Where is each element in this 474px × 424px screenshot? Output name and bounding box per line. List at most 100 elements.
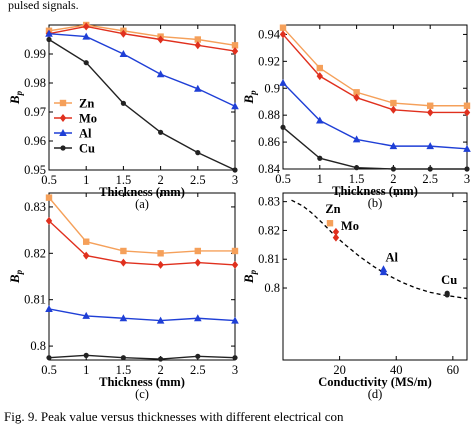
point-label-cu: Cu [441,273,457,287]
data-point-zn [194,36,201,43]
x-tick-label: 1.5 [349,172,365,186]
data-point-cu [46,36,52,43]
data-point-cu [46,355,52,361]
x-tick-label: 0.5 [41,173,57,187]
x-tick-label: 0.5 [275,172,291,186]
panel-label: (c) [135,387,149,401]
legend-marker-cu [60,145,66,151]
data-point-zn [120,247,127,255]
data-point-cu [390,166,396,172]
data-point-cu [354,165,360,171]
panel-a: 0.95 0.96 0.97 0.98 0.99 0.5 1 1.5 2 2.5 3 Thicknes… [7,21,239,211]
x-tick-label: 2 [157,173,163,187]
header-text: pulsed signals. [8,0,79,12]
y-tick-label: 0.81 [24,293,46,307]
data-point-al [194,314,202,322]
y-tick-label: 0.94 [258,27,281,41]
data-point-al [156,316,165,324]
x-tick-label: 1.5 [116,173,132,187]
x-tick-label: 3 [232,173,238,187]
data-point-cu [195,150,201,156]
y-tick-label: 0.96 [24,134,46,148]
data-point-zn [45,194,53,201]
y-tick-label: 0.97 [24,105,46,119]
legend-label-al: Al [79,127,92,141]
y-tick-label: 0.99 [24,47,46,61]
data-point-al [279,78,287,86]
legend-marker-zn [59,99,67,107]
data-point-cu [158,356,164,362]
data-point-mo [157,260,164,269]
data-point-cu [120,355,126,361]
data-point-al [379,268,388,276]
x-tick-label: 2.5 [190,363,206,377]
data-point-al [231,102,239,110]
data-point-mo [157,35,164,44]
data-point-mo [390,105,397,114]
x-tick-label: 2 [390,172,396,186]
point-label-zn: Zn [325,202,340,216]
fit-curve [291,199,468,300]
x-axis-label: Thickness (mm) [99,185,185,199]
data-point-zn [279,24,287,31]
data-point-al [82,311,90,319]
panel-c: 0.8 0.81 0.82 0.83 0.5 1 1.5 2 2.5 3 Thickness (mm… [7,192,239,401]
x-tick-label: 3 [464,172,470,186]
data-point-cu [317,155,323,161]
data-point-mo [332,233,340,242]
data-point-al [231,316,239,324]
data-point-zn [194,247,201,255]
data-point-mo [194,258,201,267]
data-point-zn [231,42,239,49]
data-point-zn [83,238,90,245]
x-axis-label: Thickness (mm) [99,375,185,389]
data-point-mo [231,47,239,56]
x-tick-label: 1 [317,172,323,186]
x-tick-label: 2.5 [190,173,206,187]
data-point-al [119,314,128,322]
data-point-mo [463,108,471,117]
series-line-cu [48,354,236,360]
data-point-mo [83,251,90,260]
data-point-al [194,84,202,92]
y-tick-label: 0.8 [30,339,46,353]
data-point-cu [232,167,238,173]
series-line-zn [48,197,235,255]
y-tick-label: 0.82 [258,223,280,237]
data-point-zn [390,99,397,107]
plot-frame [282,192,468,361]
y-tick-label: 0.81 [258,252,280,266]
data-point-cu [120,100,126,106]
figure-caption: Fig. 9. Peak value versus thicknesses wi… [4,409,344,424]
legend-label-cu: Cu [79,142,95,156]
panel-label: (b) [368,196,383,210]
series-line-al [282,82,468,150]
data-point-mo [231,260,239,269]
legend-label-zn: Zn [79,97,94,111]
y-axis-label: Bp [7,269,24,284]
data-point-mo [353,93,360,102]
y-tick-label: 0.95 [24,163,46,177]
plot-frame [48,24,236,171]
point-label-mo: Mo [341,219,359,233]
legend-marker-mo [59,114,67,122]
x-tick-label: 60 [447,363,460,377]
data-point-mo [427,108,434,117]
y-tick-label: 0.86 [258,135,280,149]
y-axis-label: Bp [241,90,258,105]
legend-marker-al [59,129,67,136]
data-point-al [426,142,434,150]
panel-label: (d) [368,387,383,401]
x-tick-label: 1.5 [116,363,132,377]
y-tick-label: 0.8 [264,281,280,295]
data-point-mo [83,22,90,31]
data-point-al [463,144,471,152]
series-line-mo [282,33,467,114]
data-point-cu [83,60,89,66]
x-tick-label: 2.5 [422,172,438,186]
y-tick-label: 0.84 [258,162,281,176]
x-tick-label: 2 [157,363,163,377]
data-point-cu [83,352,89,358]
x-tick-label: 1 [83,363,89,377]
